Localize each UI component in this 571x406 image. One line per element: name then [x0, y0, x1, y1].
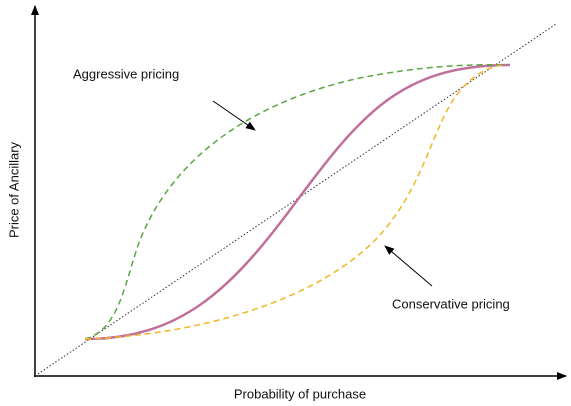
aggressive-curve — [84, 64, 506, 340]
neutral-curve — [84, 63, 511, 341]
annotation: Aggressive pricing — [73, 66, 179, 81]
x-axis-label: Probability of purchase — [234, 386, 366, 401]
annotation-arrow — [212, 100, 256, 131]
y-axis-label: Price of Ancillary — [6, 141, 21, 238]
conservative-curve — [84, 64, 506, 340]
annotation-arrow — [384, 245, 433, 287]
annotation: Conservative pricing — [392, 296, 510, 311]
